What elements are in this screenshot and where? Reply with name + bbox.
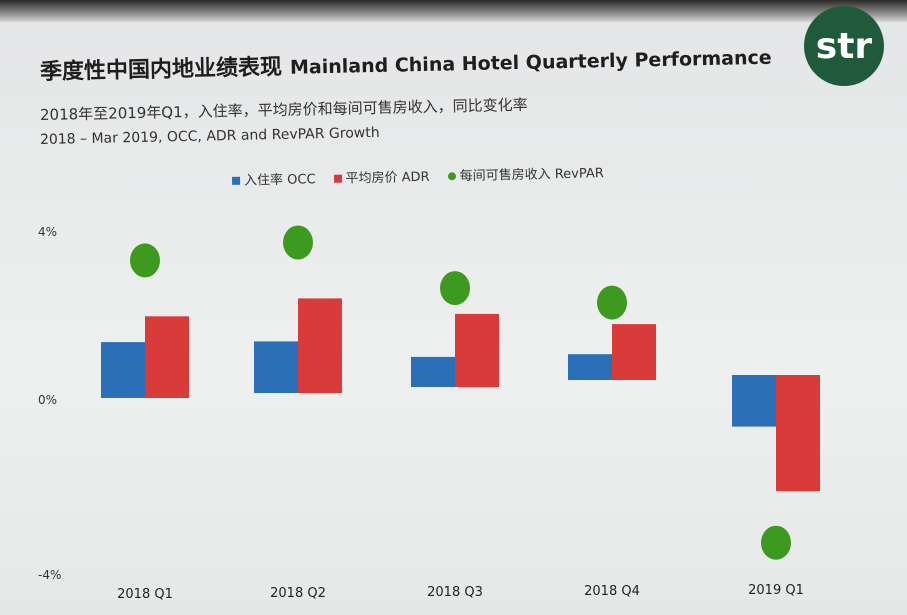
y-tick-label: 4%	[38, 225, 57, 239]
x-tick-label: 2018 Q4	[584, 584, 640, 599]
bar-occ	[101, 342, 145, 398]
bar-adr	[612, 324, 656, 380]
x-tick-label: 2018 Q3	[427, 585, 483, 600]
x-tick-label: 2018 Q1	[117, 587, 173, 602]
bar-adr	[145, 316, 189, 398]
bar-adr	[776, 375, 820, 492]
revpar-dot	[761, 525, 791, 560]
bar-occ	[732, 375, 776, 427]
bar-occ	[411, 356, 455, 387]
revpar-dot	[597, 285, 627, 320]
x-tick-label: 2018 Q2	[270, 586, 326, 601]
revpar-dot	[130, 243, 160, 278]
screen-edge	[0, 0, 907, 22]
x-tick-label: 2019 Q1	[748, 583, 804, 598]
bar-adr	[298, 298, 342, 393]
bar-occ	[254, 341, 298, 393]
bar-occ	[568, 354, 612, 380]
y-tick-label: -4%	[38, 568, 61, 582]
revpar-dot	[440, 271, 470, 306]
bar-adr	[455, 313, 499, 387]
str-logo: str	[804, 6, 884, 86]
revpar-dot	[283, 225, 313, 260]
y-tick-label: 0%	[38, 393, 57, 407]
